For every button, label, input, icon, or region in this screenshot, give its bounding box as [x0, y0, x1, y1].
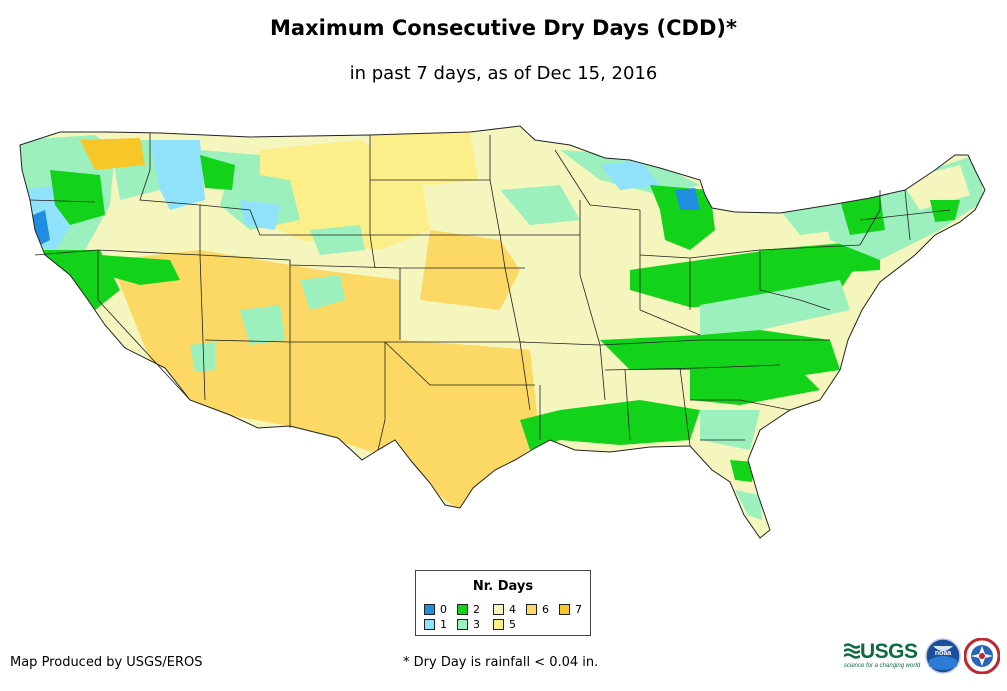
- legend-swatch-4: [493, 604, 504, 615]
- legend-label-6: 6: [542, 603, 549, 616]
- legend-label-7: 7: [575, 603, 582, 616]
- legend-swatch-1: [424, 619, 435, 630]
- legend-swatch-3: [457, 619, 468, 630]
- legend-item-7: 7: [559, 603, 582, 616]
- noaa-emblem-icon: [925, 638, 961, 674]
- map-title: Maximum Consecutive Dry Days (CDD)*: [270, 16, 737, 40]
- dry-day-footnote: * Dry Day is rainfall < 0.04 in.: [403, 655, 599, 670]
- usgs-tagline: science for a changing world: [844, 663, 921, 669]
- legend: Nr. Days 0 1 2 3 4 5 6 7: [415, 570, 591, 636]
- nws-logo: [963, 637, 1001, 675]
- legend-swatch-2: [457, 604, 468, 615]
- legend-swatch-7: [559, 604, 570, 615]
- legend-item-5: 5: [493, 618, 516, 631]
- legend-item-4: 4: [493, 603, 516, 616]
- legend-swatch-5: [493, 619, 504, 630]
- legend-label-1: 1: [440, 618, 447, 631]
- legend-item-1: 1: [424, 618, 447, 631]
- usgs-wordmark: USGS: [860, 640, 918, 663]
- legend-label-3: 3: [473, 618, 480, 631]
- noaa-logo: noaa: [925, 638, 961, 674]
- usgs-wave-icon: [844, 643, 860, 659]
- map-subtitle: in past 7 days, as of Dec 15, 2016: [349, 63, 658, 84]
- legend-item-0: 0: [424, 603, 447, 616]
- legend-item-2: 2: [457, 603, 480, 616]
- nws-emblem-icon: [963, 637, 1001, 675]
- legend-swatch-6: [526, 604, 537, 615]
- legend-label-5: 5: [509, 618, 516, 631]
- legend-swatch-0: [424, 604, 435, 615]
- noaa-label: noaa: [934, 650, 952, 657]
- legend-item-3: 3: [457, 618, 480, 631]
- legend-title: Nr. Days: [472, 579, 534, 594]
- us-dry-days-map: [0, 110, 1007, 550]
- legend-item-6: 6: [526, 603, 549, 616]
- agency-logos: USGS science for a changing world noaa: [842, 637, 1002, 678]
- legend-label-2: 2: [473, 603, 480, 616]
- legend-label-0: 0: [440, 603, 447, 616]
- usgs-logo: USGS science for a changing world: [842, 638, 921, 674]
- legend-label-4: 4: [509, 603, 516, 616]
- map-credit: Map Produced by USGS/EROS: [10, 655, 203, 670]
